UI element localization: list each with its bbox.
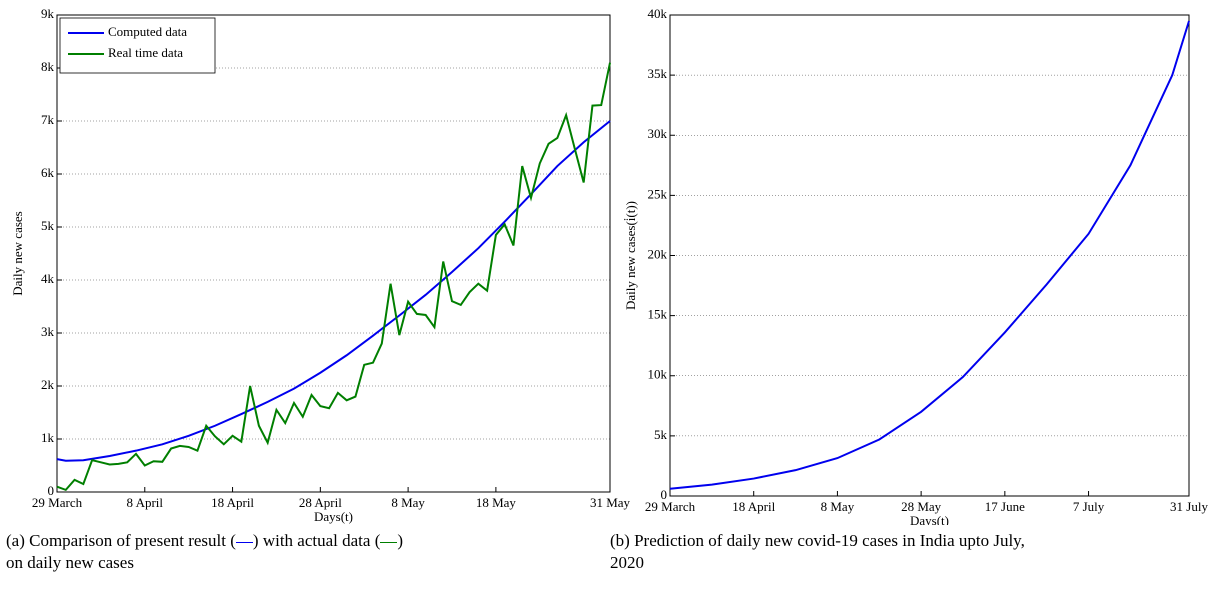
x-tick-label: 8 May [391, 495, 425, 510]
caption-text: on daily new cases [6, 553, 134, 572]
series-line [669, 20, 1190, 490]
x-tick-label: 18 April [211, 495, 254, 510]
series-line [56, 120, 611, 462]
x-tick-label: 31 May [590, 495, 631, 510]
x-axis-label: Days(t) [910, 513, 949, 525]
x-tick-label: 29 March [645, 499, 696, 514]
x-tick-label: 31 July [1170, 499, 1208, 514]
y-tick-label: 35k [648, 66, 668, 81]
x-tick-label: 29 March [32, 495, 83, 510]
charts: 0 1k 2k 3k 4k 5k 6k 7k 8k 9k 29 March 8 April 18 Apr… [10, 6, 1208, 525]
x-tick-label: 28 May [901, 499, 942, 514]
y-tick-label: 10k [648, 367, 668, 382]
y-tick-label: 15k [648, 307, 668, 322]
x-axis-label: Days(t) [314, 509, 353, 524]
y-tick-label: 2k [41, 377, 55, 392]
series-line [56, 62, 611, 492]
y-tick-label: 7k [41, 112, 55, 127]
legend-label: Computed data [108, 24, 187, 39]
caption-text: ) [397, 531, 404, 550]
y-tick-label: 8k [41, 59, 55, 74]
y-tick-label: 3k [41, 324, 55, 339]
y-tick-label: 40k [648, 6, 668, 21]
x-tick-label: 28 April [299, 495, 342, 510]
x-tick-label: 18 April [732, 499, 775, 514]
y-tick-label: 5k [41, 218, 55, 233]
y-tick-label: 4k [41, 271, 55, 286]
x-tick-label: 17 June [985, 499, 1025, 514]
y-tick-label: 9k [41, 6, 55, 21]
y-tick-label: 25k [648, 186, 668, 201]
y-axis-label: Daily new cases(i̇(t)) [623, 201, 638, 310]
x-tick-label: 7 July [1073, 499, 1105, 514]
caption-text: (b) Prediction of daily new covid-19 cas… [610, 531, 1025, 550]
legend-label: Real time data [108, 45, 183, 60]
y-axis-label: Daily new cases [10, 211, 25, 295]
x-tick-label: 8 April [127, 495, 164, 510]
caption-b: (b) Prediction of daily new covid-19 cas… [610, 530, 1222, 574]
y-tick-label: 30k [648, 126, 668, 141]
legend-box [59, 17, 216, 74]
y-tick-label: 6k [41, 165, 55, 180]
caption-text: (a) Comparison of present result ( [6, 531, 236, 550]
caption-text: 2020 [610, 553, 644, 572]
x-tick-label: 18 May [476, 495, 517, 510]
y-tick-label: 5k [654, 427, 668, 442]
y-tick-label: 0 [661, 487, 668, 502]
plot-frame [669, 14, 1190, 497]
plot-frame [56, 14, 611, 493]
caption-dash [380, 541, 398, 543]
caption-dash [235, 541, 253, 543]
x-tick-label: 8 May [821, 499, 855, 514]
y-tick-label: 0 [48, 483, 55, 498]
caption-a: (a) Comparison of present result ( ) with… [6, 530, 606, 574]
y-tick-label: 1k [41, 430, 55, 445]
caption-text: ) with actual data ( [252, 531, 381, 550]
y-tick-label: 20k [648, 246, 668, 261]
